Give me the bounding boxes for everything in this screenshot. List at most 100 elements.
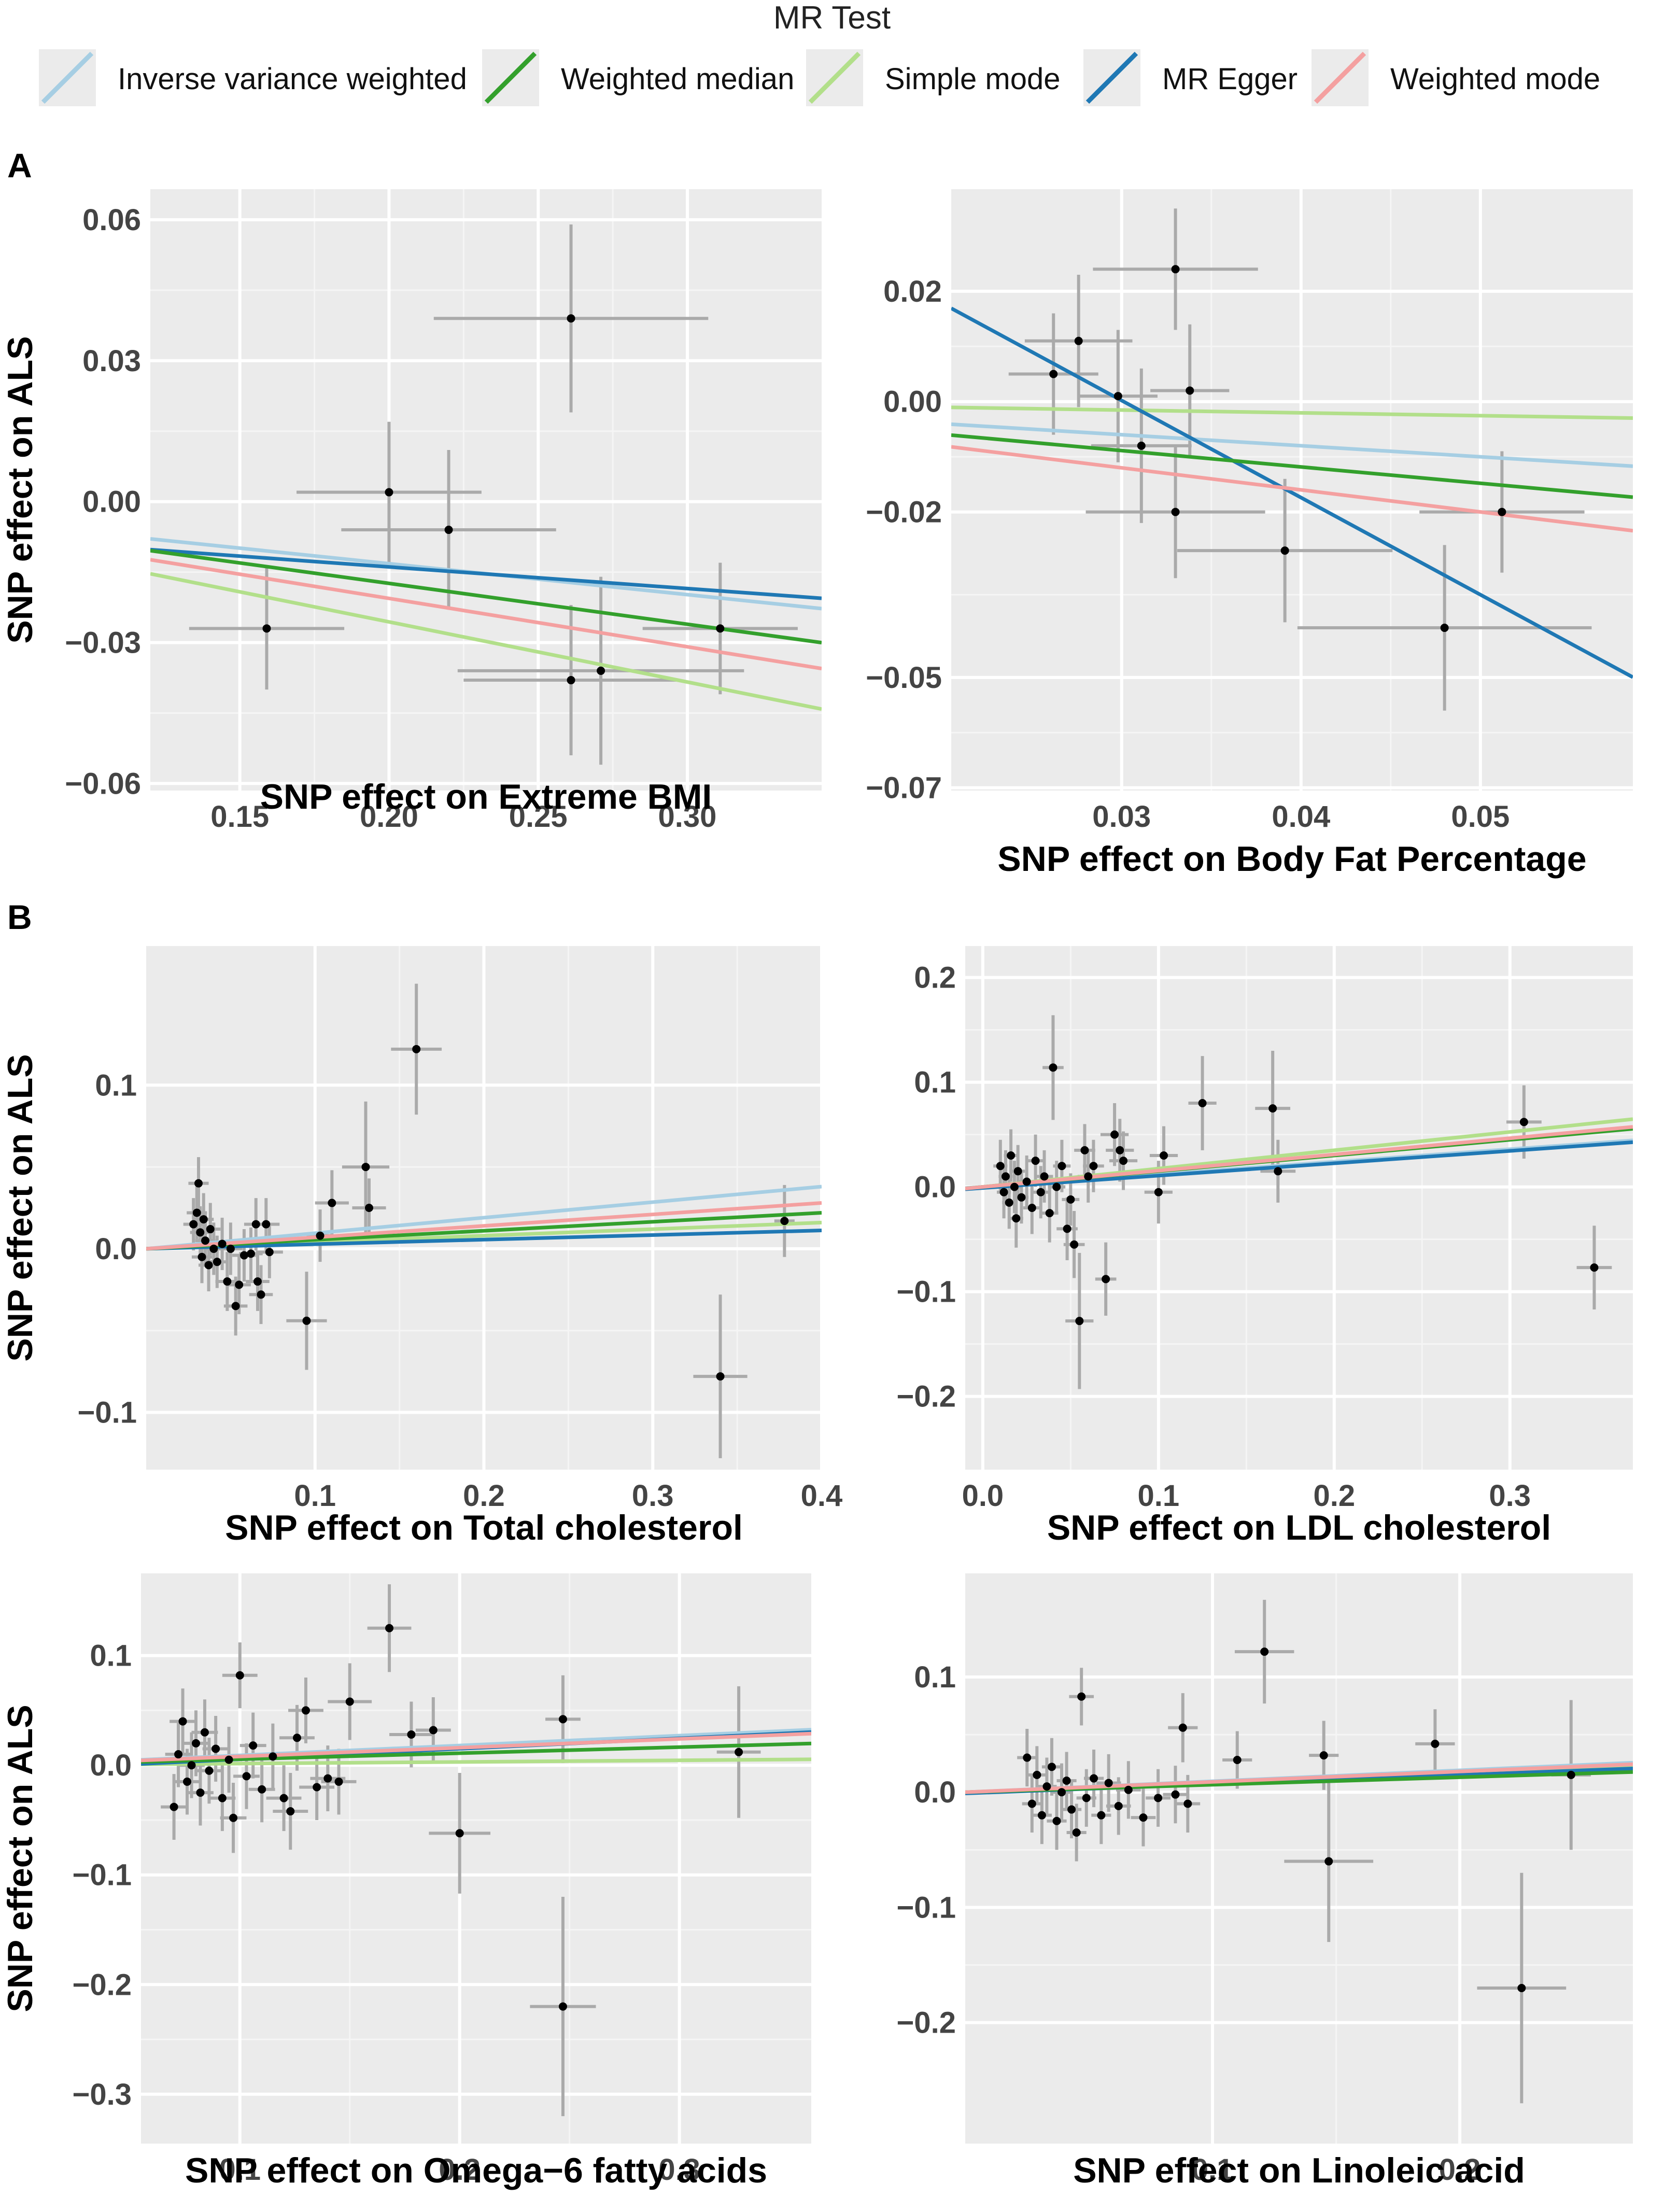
y-axis-title: SNP effect on ALS [1, 1704, 40, 2012]
x-tick-label: 0.3 [658, 2153, 700, 2187]
data-point [455, 1829, 464, 1838]
x-tick-label: 0.4 [801, 1479, 843, 1513]
legend-label: Weighted median [561, 62, 794, 96]
x-axis-title: SNP effect on Extreme BMI [260, 777, 712, 816]
data-point [201, 1236, 210, 1245]
data-point [1274, 1167, 1282, 1176]
data-point [1013, 1167, 1022, 1176]
data-point [1137, 441, 1146, 450]
data-point [385, 1624, 394, 1632]
y-tick-label: −0.1 [897, 1275, 956, 1309]
data-point [218, 1239, 227, 1248]
y-tick-label: 0.1 [95, 1068, 137, 1102]
data-point [1280, 546, 1289, 555]
data-point [1154, 1188, 1163, 1196]
data-point [361, 1163, 370, 1172]
plot-area [150, 224, 822, 765]
data-point [213, 1258, 221, 1266]
regression-line [150, 558, 822, 671]
data-point [1090, 1774, 1098, 1783]
plot-background [150, 189, 822, 791]
legend-swatch [1085, 51, 1138, 104]
data-point [1062, 1777, 1071, 1785]
y-tick-label: 0.1 [914, 1066, 956, 1100]
legend-title: MR Test [773, 0, 891, 36]
regression-line [141, 1757, 811, 1766]
y-tick-label: −0.03 [65, 626, 141, 660]
plot-area [146, 983, 822, 1458]
data-point [286, 1807, 295, 1816]
x-tick-label: 0.1 [1138, 1479, 1180, 1513]
data-point [206, 1225, 215, 1234]
data-point [1072, 1828, 1081, 1837]
data-point [209, 1244, 218, 1253]
data-point [1070, 1240, 1079, 1249]
regression-line [150, 548, 822, 645]
data-point [1084, 1172, 1093, 1181]
data-point [251, 1220, 260, 1229]
data-point [1077, 1692, 1086, 1701]
regression-line [150, 547, 822, 600]
y-tick-label: −0.2 [897, 1380, 956, 1414]
data-point [1183, 1799, 1192, 1808]
data-point [364, 1204, 373, 1212]
data-point [1045, 1209, 1054, 1218]
data-point [1022, 1177, 1031, 1186]
data-point [1031, 1157, 1040, 1165]
y-tick-label: 0.00 [82, 485, 141, 519]
y-tick-label: 0.0 [95, 1232, 137, 1266]
data-point [1171, 1790, 1180, 1799]
y-tick-label: 0.0 [90, 1749, 132, 1782]
data-point [262, 1220, 271, 1229]
data-point [1023, 1753, 1032, 1762]
legend-item: MR Egger [1083, 49, 1298, 106]
data-point [1154, 1794, 1163, 1802]
data-point [211, 1744, 220, 1753]
scatter-panel: 0.1 0.2 0.1 0.0 −0.1 −0.2 SNP effect on Linole… [897, 1573, 1633, 2190]
data-point [1040, 1172, 1049, 1181]
scatter-panel: 0.0 0.1 0.2 0.3 0.2 0.1 0.0 −0.1 −0.2 SNP effect … [897, 946, 1633, 1547]
data-point [345, 1697, 354, 1706]
data-point [1324, 1857, 1333, 1866]
data-point [1319, 1751, 1328, 1760]
data-point [1057, 1788, 1066, 1797]
gridlines [141, 1573, 811, 2144]
plot-background [965, 946, 1633, 1470]
data-point [226, 1244, 235, 1253]
data-point [1160, 1151, 1168, 1160]
x-tick-label: 0.2 [439, 2153, 481, 2187]
scatter-panel: 0.1 0.2 0.3 0.1 0.0 −0.1 −0.2 −0.3 SNP effect on… [1, 1573, 811, 2190]
data-point [1075, 1317, 1084, 1326]
data-point [1567, 1770, 1575, 1779]
plot-area [965, 1015, 1633, 1389]
data-point [558, 2002, 567, 2011]
data-point [316, 1231, 325, 1240]
x-axis-title: SNP effect on LDL cholesterol [1047, 1508, 1551, 1547]
data-point [1042, 1782, 1051, 1791]
x-tick-label: 0.2 [463, 1479, 505, 1513]
data-point [198, 1252, 206, 1261]
x-tick-label: 0.05 [1451, 800, 1510, 834]
legend-swatch [484, 51, 537, 104]
data-point [253, 1277, 262, 1286]
data-point [412, 1045, 421, 1053]
data-point [996, 1162, 1005, 1171]
data-point [196, 1228, 205, 1237]
scatter-panel: 0.03 0.04 0.05 0.02 0.00 −0.02 −0.05 −0.07 SNP e… [866, 189, 1633, 879]
plot-area [965, 1600, 1633, 2104]
data-point [1049, 1063, 1057, 1072]
y-tick-label: −0.1 [897, 1891, 956, 1924]
regression-line [951, 445, 1633, 533]
panel-label-b: B [7, 898, 32, 936]
scatter-panel: 0.15 0.20 0.25 0.30 0.06 0.03 0.00 −0.03 −0.06 SN… [1, 189, 822, 834]
legend-swatch [808, 51, 861, 104]
data-point [258, 1785, 266, 1794]
plot-area [951, 208, 1633, 711]
data-point [1113, 392, 1122, 401]
legend-item: Weighted mode [1312, 49, 1600, 106]
regression-line [146, 1229, 822, 1251]
regression-line [146, 1201, 822, 1251]
x-axis-title: SNP effect on Body Fat Percentage [997, 839, 1586, 879]
data-point [235, 1280, 244, 1289]
